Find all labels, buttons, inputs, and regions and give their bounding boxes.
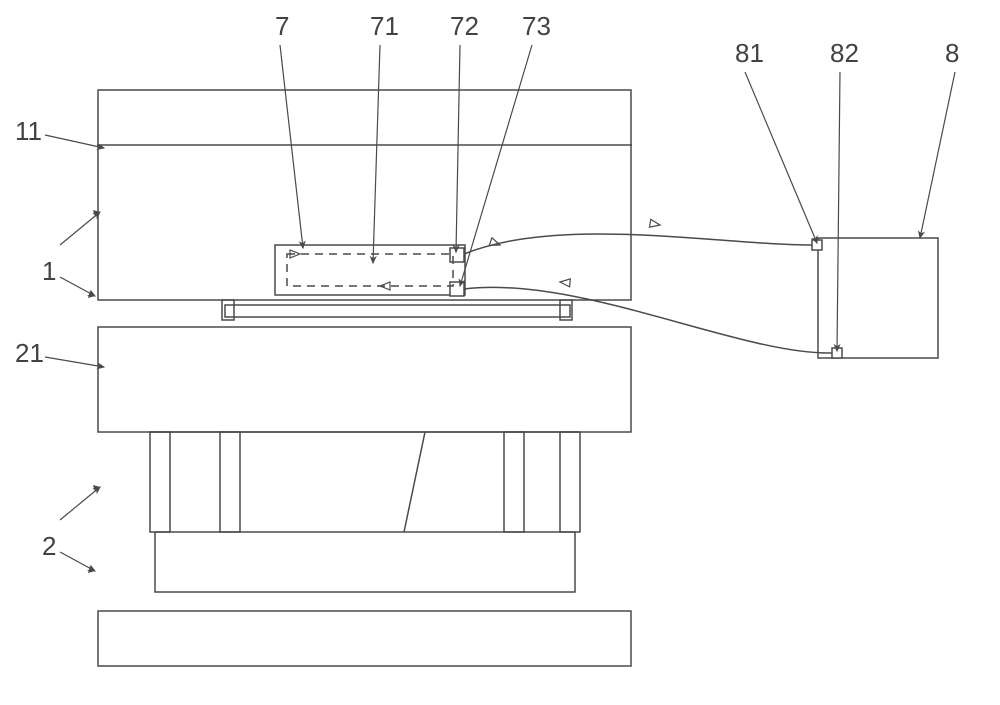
label-l73: 73 <box>522 11 551 41</box>
technical-diagram: 771727381828111212 <box>0 0 1000 705</box>
tubes-layer <box>464 234 832 353</box>
label-l7: 7 <box>275 11 289 41</box>
label-l1: 1 <box>42 256 56 286</box>
label-l2: 2 <box>42 531 56 561</box>
label-l72: 72 <box>450 11 479 41</box>
label-l81: 81 <box>735 38 764 68</box>
label-l21: 21 <box>15 338 44 368</box>
label-l71: 71 <box>370 11 399 41</box>
shapes-layer <box>97 90 938 666</box>
dashes-layer <box>287 254 453 286</box>
label-l8: 8 <box>945 38 959 68</box>
label-l82: 82 <box>830 38 859 68</box>
label-l11: 11 <box>15 116 42 146</box>
